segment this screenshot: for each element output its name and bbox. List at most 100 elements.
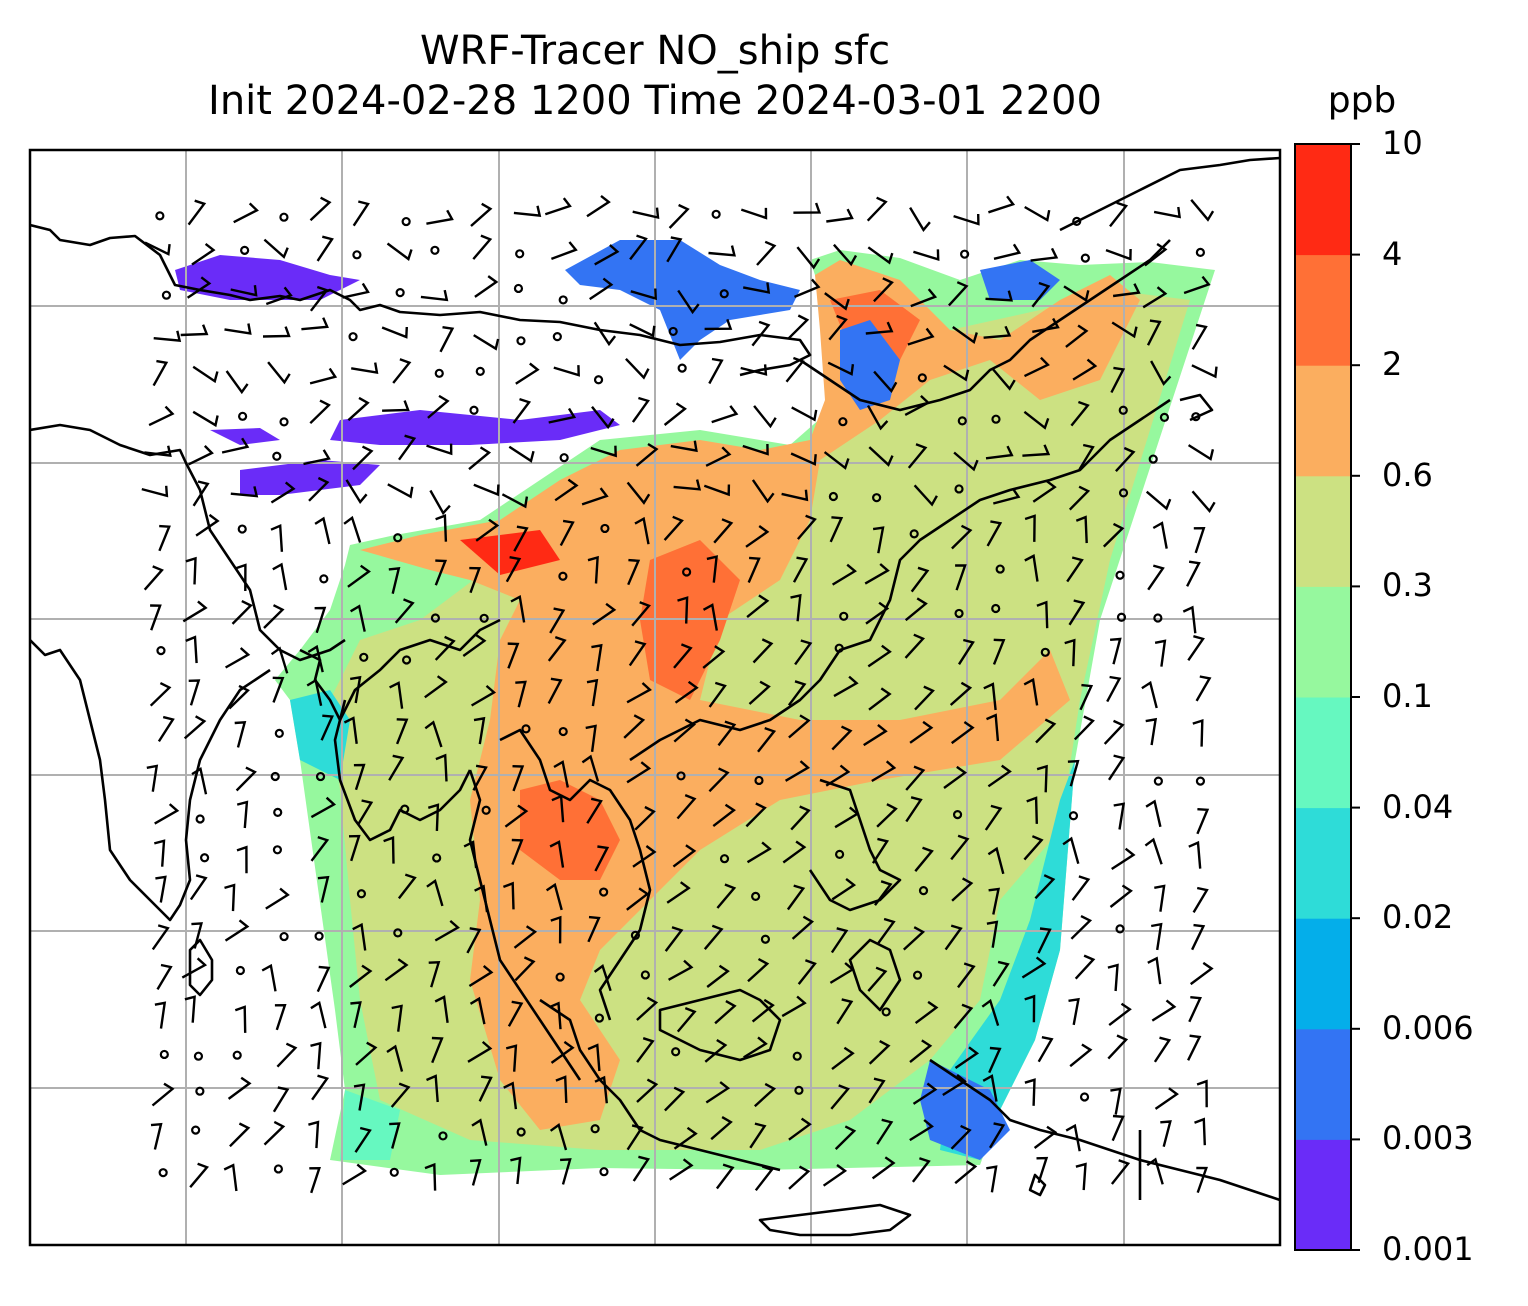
wind-barb [1023, 677, 1039, 706]
wind-barb [547, 677, 563, 704]
wind-barb [910, 566, 930, 593]
tracer-field-low-southeast [920, 1060, 1010, 1160]
wind-barb [953, 451, 979, 472]
wind-barb [470, 202, 493, 227]
wind-barb [550, 1040, 575, 1064]
wind-barb [549, 840, 565, 868]
wind-barb [149, 682, 172, 707]
calm-wind-marker [272, 845, 283, 855]
wind-barb [310, 1041, 322, 1070]
wind-barb [549, 607, 566, 634]
wind-barb [708, 681, 727, 708]
wind-barb [348, 834, 361, 862]
calm-wind-marker [711, 209, 721, 219]
wind-barb [877, 917, 896, 944]
wind-barb [594, 244, 620, 266]
wind-barb [1191, 923, 1206, 951]
wind-barb [439, 326, 455, 353]
wind-barb [626, 1124, 644, 1151]
wind-barb [950, 721, 975, 745]
colorbar-segment [1295, 807, 1351, 919]
wind-barb [553, 365, 580, 377]
wind-barb [1195, 675, 1212, 702]
colorbar-units: ppb [1327, 80, 1397, 121]
wind-barb [706, 555, 718, 583]
wind-barb [306, 678, 323, 707]
calm-wind-marker [393, 928, 403, 938]
calm-wind-marker [991, 603, 1001, 614]
wind-barb [513, 525, 529, 552]
wind-barb [674, 680, 699, 704]
wind-barb [225, 647, 251, 669]
wind-barb [473, 334, 500, 351]
wind-barb [914, 1000, 939, 1025]
wind-barb [873, 370, 898, 394]
wind-barb [1024, 514, 1036, 542]
wind-barb [836, 998, 854, 1025]
calm-wind-marker [195, 1086, 205, 1096]
wind-barb [191, 766, 208, 795]
wind-barb [386, 1044, 404, 1072]
calm-wind-marker [1115, 924, 1125, 934]
wind-barb [1072, 358, 1098, 381]
wind-barb [794, 278, 821, 299]
wind-barb [469, 996, 486, 1025]
wind-barb [230, 486, 259, 498]
wind-barb [428, 961, 441, 988]
wind-barb [233, 202, 259, 224]
wind-barb [991, 368, 1016, 391]
wind-barb [706, 964, 730, 988]
wind-barb [742, 443, 769, 456]
wind-barb [632, 207, 660, 220]
wind-barb [1067, 759, 1080, 787]
wind-barb [547, 635, 567, 662]
wind-barb [872, 526, 885, 554]
wind-barb [510, 594, 526, 623]
wind-barb [589, 277, 614, 301]
wind-barb [594, 845, 610, 872]
wind-barb [1024, 1078, 1036, 1106]
wind-barb [992, 960, 1010, 987]
wind-barb [630, 288, 657, 301]
wind-barb [748, 680, 771, 705]
wind-barb [314, 516, 331, 545]
wind-barb [195, 513, 220, 537]
wind-barb [703, 484, 731, 497]
wind-barb [1068, 599, 1086, 626]
wind-barb [231, 600, 253, 625]
calm-wind-marker [838, 417, 848, 427]
wind-barb [676, 793, 697, 820]
wind-barb [474, 275, 499, 298]
wind-barb [713, 518, 734, 544]
wind-barb [515, 362, 540, 385]
wind-barb [911, 1157, 931, 1183]
colorbar-segment [1295, 918, 1351, 1030]
wind-barb [156, 963, 173, 991]
wind-barb [1062, 836, 1080, 865]
calm-wind-marker [1115, 570, 1125, 580]
wind-barb [270, 481, 296, 504]
wind-barb [1154, 639, 1167, 667]
wind-barb [708, 767, 730, 793]
wind-barb [951, 524, 973, 550]
wind-barb [394, 598, 415, 624]
wind-barb [864, 563, 890, 585]
calm-wind-marker [430, 245, 440, 255]
wind-barb [545, 882, 563, 911]
wind-barb [236, 845, 248, 874]
wind-barb [158, 524, 171, 552]
calm-wind-marker [314, 931, 324, 941]
wind-barb [426, 209, 454, 225]
calm-wind-marker [558, 571, 568, 581]
calm-wind-marker [599, 887, 609, 897]
wind-barb [230, 285, 258, 297]
calm-wind-marker [957, 416, 967, 426]
wind-barb [143, 565, 164, 591]
wind-barb [983, 682, 997, 711]
wind-barb [746, 841, 772, 864]
wind-barb [953, 213, 980, 226]
calm-wind-marker [469, 405, 479, 415]
wind-barb [466, 927, 482, 954]
wind-barb [594, 1075, 608, 1104]
wind-barb [796, 514, 817, 540]
